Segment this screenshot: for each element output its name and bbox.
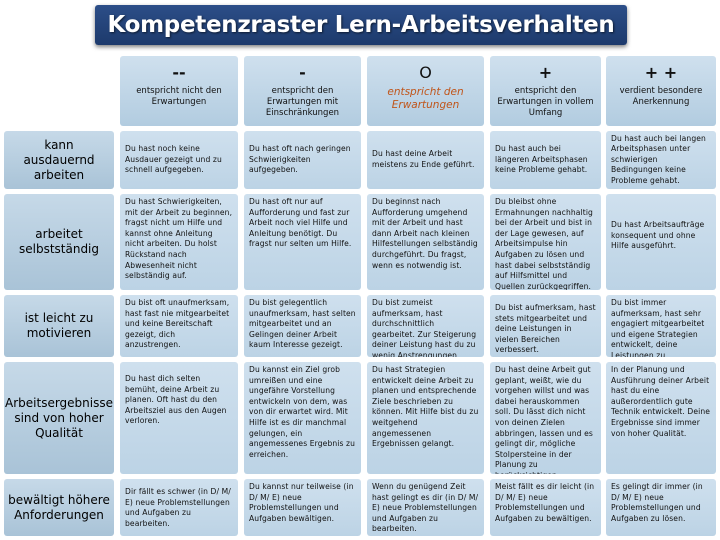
grid-cell-r5-c4: Meist fällt es dir leicht (in D/ M/ E) n… xyxy=(490,479,601,536)
column-description: verdient besondere Anerkennung xyxy=(619,86,703,107)
grid-cell-r4-c3: Du hast Strategien entwickelt deine Arbe… xyxy=(367,362,484,474)
grid-cell-r1-c3: Du hast deine Arbeit meistens zu Ende ge… xyxy=(367,131,484,189)
column-symbol: - xyxy=(299,63,306,82)
grid-cell-r4-c1: Du hast dich selten bemüht, deine Arbeit… xyxy=(120,362,238,474)
row-header-1: kann ausdauernd arbeiten xyxy=(4,131,114,189)
row-header-5: bewältigt höhere Anforderungen xyxy=(4,479,114,536)
grid-cell-r3-c1: Du bist oft unaufmerksam, hast fast nie … xyxy=(120,295,238,357)
grid-cell-r5-c3: Wenn du genügend Zeit hast gelingt es di… xyxy=(367,479,484,536)
column-header-4: + entspricht den Erwartungen in vollem U… xyxy=(490,56,601,126)
grid-cell-r4-c4: Du hast deine Arbeit gut geplant, weißt,… xyxy=(490,362,601,474)
grid-cell-r1-c1: Du hast noch keine Ausdauer gezeigt und … xyxy=(120,131,238,189)
column-header-1: -- entspricht nicht den Erwartungen xyxy=(120,56,238,126)
column-header-2: - entspricht den Erwartungen mit Einschr… xyxy=(244,56,361,126)
row-header-4: Arbeitsergebnisse sind von hoher Qualitä… xyxy=(4,362,114,474)
column-description: entspricht den Erwartungen mit Einschrän… xyxy=(265,86,340,118)
grid-cell-r1-c5: Du hast auch bei langen Arbeitsphasen un… xyxy=(606,131,716,189)
grid-cell-r2-c4: Du bleibst ohne Ermahnungen nachhaltig b… xyxy=(490,194,601,290)
grid-cell-r1-c4: Du hast auch bei längeren Arbeitsphasen … xyxy=(490,131,601,189)
grid-cell-r4-c5: In der Planung und Ausführung deiner Arb… xyxy=(606,362,716,474)
row-header-3: ist leicht zu motivieren xyxy=(4,295,114,357)
column-description: entspricht den Erwartungen in vollem Umf… xyxy=(497,86,594,118)
grid-cell-r2-c5: Du hast Arbeitsaufträge konsequent und o… xyxy=(606,194,716,290)
grid-cell-r3-c4: Du bist aufmerksam, hast stets mitgearbe… xyxy=(490,295,601,357)
grid-cell-r2-c3: Du beginnst nach Aufforderung umgehend m… xyxy=(367,194,484,290)
grid-cell-r3-c5: Du bist immer aufmerksam, hast sehr enga… xyxy=(606,295,716,357)
title-banner: Kompetenzraster Lern-Arbeitsverhalten xyxy=(95,5,627,45)
grid-cell-r4-c2: Du kannst ein Ziel grob umreißen und ein… xyxy=(244,362,361,474)
grid-cell-r5-c5: Es gelingt dir immer (in D/ M/ E) neue P… xyxy=(606,479,716,536)
column-header-5: + + verdient besondere Anerkennung xyxy=(606,56,716,126)
column-description: entspricht nicht den Erwartungen xyxy=(136,86,222,107)
grid-cell-r5-c1: Dir fällt es schwer (in D/ M/ E) neue Pr… xyxy=(120,479,238,536)
column-symbol: O xyxy=(419,63,432,82)
grid-cell-r3-c2: Du bist gelegentlich unaufmerksam, hast … xyxy=(244,295,361,357)
grid-cell-r3-c3: Du bist zumeist aufmerksam, hast durchsc… xyxy=(367,295,484,357)
column-description: entspricht den Erwartungen xyxy=(387,86,464,111)
grid-cell-r2-c1: Du hast Schwierigkeiten, mit der Arbeit … xyxy=(120,194,238,290)
page-title: Kompetenzraster Lern-Arbeitsverhalten xyxy=(107,12,615,38)
grid-cell-r1-c2: Du hast oft nach geringen Schwierigkeite… xyxy=(244,131,361,189)
grid-cell-r2-c2: Du hast oft nur auf Aufforderung und fas… xyxy=(244,194,361,290)
column-symbol: + xyxy=(538,63,553,82)
row-header-2: arbeitet selbstständig xyxy=(4,194,114,290)
grid-cell-r5-c2: Du kannst nur teilweise (in D/ M/ E) neu… xyxy=(244,479,361,536)
column-symbol: -- xyxy=(172,63,186,82)
column-header-3: O entspricht den Erwartungen xyxy=(367,56,484,126)
column-symbol: + + xyxy=(644,63,678,82)
